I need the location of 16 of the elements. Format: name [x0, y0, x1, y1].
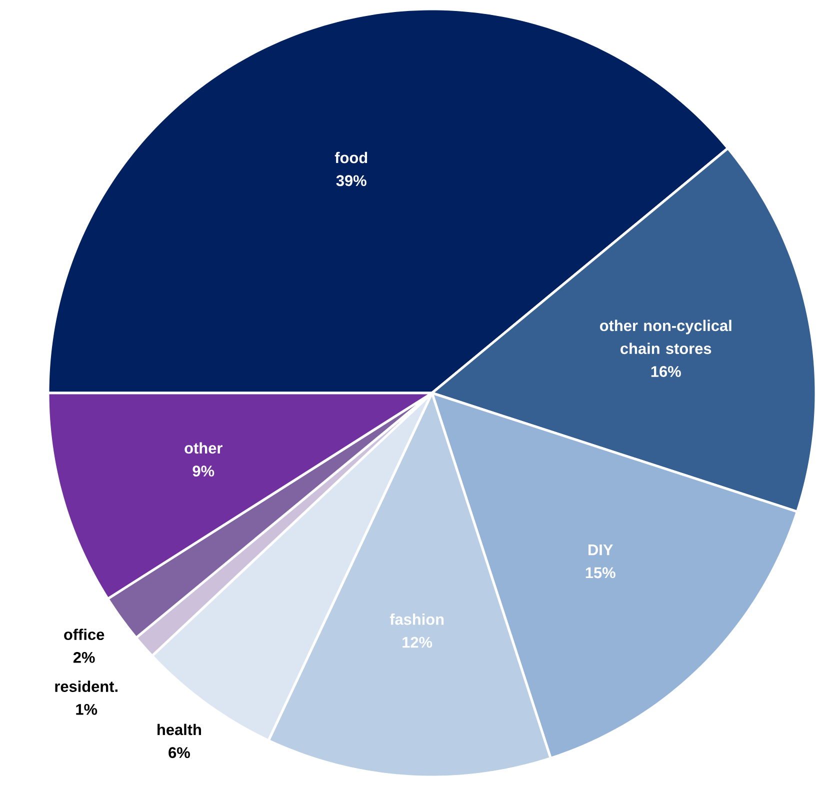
slice-label: food: [334, 152, 368, 164]
data-label: 39%: [336, 175, 366, 186]
data-label: 15%: [586, 567, 616, 578]
data-label: 6%: [168, 747, 190, 758]
slice-label: other non-cyclical chain stores: [600, 320, 732, 354]
data-label: 12%: [402, 636, 432, 648]
slice-label: resident.: [55, 680, 118, 692]
slice-label: office: [64, 628, 104, 640]
slice-label: other: [184, 442, 222, 454]
data-label: 2%: [73, 652, 95, 663]
data-label: 1%: [76, 704, 98, 715]
data-label: 16%: [651, 366, 681, 377]
data-label: 9%: [192, 466, 214, 477]
slice-label: fashion: [390, 614, 444, 625]
slice-label: DIY: [588, 544, 613, 556]
slice-label: health: [158, 724, 201, 736]
